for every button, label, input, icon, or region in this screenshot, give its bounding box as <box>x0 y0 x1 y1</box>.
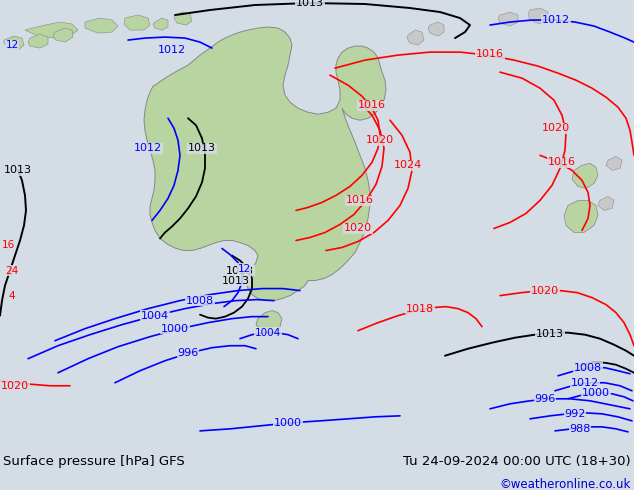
Text: 12: 12 <box>5 40 18 50</box>
Text: 1024: 1024 <box>394 160 422 171</box>
Text: 1004: 1004 <box>255 328 281 338</box>
Polygon shape <box>498 12 518 26</box>
Text: 1020: 1020 <box>366 135 394 145</box>
Polygon shape <box>28 34 48 48</box>
Polygon shape <box>53 28 73 42</box>
Text: 1012: 1012 <box>134 143 162 153</box>
Text: 1013: 1013 <box>222 275 250 286</box>
Text: 1013: 1013 <box>226 266 254 275</box>
Text: 996: 996 <box>178 348 198 358</box>
Text: 1016: 1016 <box>346 196 374 205</box>
Text: 1013: 1013 <box>296 0 324 8</box>
Text: 1012: 1012 <box>158 45 186 55</box>
Polygon shape <box>564 200 598 232</box>
Text: 16: 16 <box>1 241 15 250</box>
Polygon shape <box>572 163 598 188</box>
Polygon shape <box>528 8 548 24</box>
Text: 1020: 1020 <box>1 381 29 391</box>
Text: 1012: 1012 <box>542 15 570 25</box>
Polygon shape <box>428 22 444 36</box>
Text: 992: 992 <box>564 409 586 419</box>
Polygon shape <box>598 196 614 210</box>
Text: 4: 4 <box>9 291 15 300</box>
Text: ©weatheronline.co.uk: ©weatheronline.co.uk <box>500 478 631 490</box>
Polygon shape <box>153 18 168 30</box>
Text: 1008: 1008 <box>186 295 214 306</box>
Polygon shape <box>124 15 150 30</box>
Text: 1020: 1020 <box>344 223 372 233</box>
Text: 12: 12 <box>237 264 250 273</box>
Text: 1020: 1020 <box>542 123 570 133</box>
Polygon shape <box>256 311 282 333</box>
Text: 1013: 1013 <box>4 165 32 175</box>
Text: 1013: 1013 <box>188 143 216 153</box>
Text: 1016: 1016 <box>358 100 386 110</box>
Text: 1004: 1004 <box>141 311 169 320</box>
Polygon shape <box>144 27 386 300</box>
Polygon shape <box>25 22 78 38</box>
Text: 1013: 1013 <box>536 329 564 339</box>
Polygon shape <box>174 12 192 25</box>
Text: Tu 24-09-2024 00:00 UTC (18+30): Tu 24-09-2024 00:00 UTC (18+30) <box>403 455 631 468</box>
Text: Surface pressure [hPa] GFS: Surface pressure [hPa] GFS <box>3 455 185 468</box>
Polygon shape <box>85 18 118 33</box>
Text: 1000: 1000 <box>582 388 610 398</box>
Text: 1018: 1018 <box>406 304 434 314</box>
Text: 996: 996 <box>534 394 555 404</box>
Text: 1000: 1000 <box>274 418 302 428</box>
Text: 1008: 1008 <box>574 363 602 373</box>
Text: 1016: 1016 <box>548 157 576 167</box>
Text: 1012: 1012 <box>571 378 599 388</box>
Text: 1000: 1000 <box>161 324 189 334</box>
Text: 988: 988 <box>569 424 591 434</box>
Polygon shape <box>407 30 424 45</box>
Text: 24: 24 <box>5 266 18 275</box>
Text: 1016: 1016 <box>476 49 504 59</box>
Polygon shape <box>606 156 622 171</box>
Polygon shape <box>4 36 24 50</box>
Text: 1020: 1020 <box>531 286 559 295</box>
